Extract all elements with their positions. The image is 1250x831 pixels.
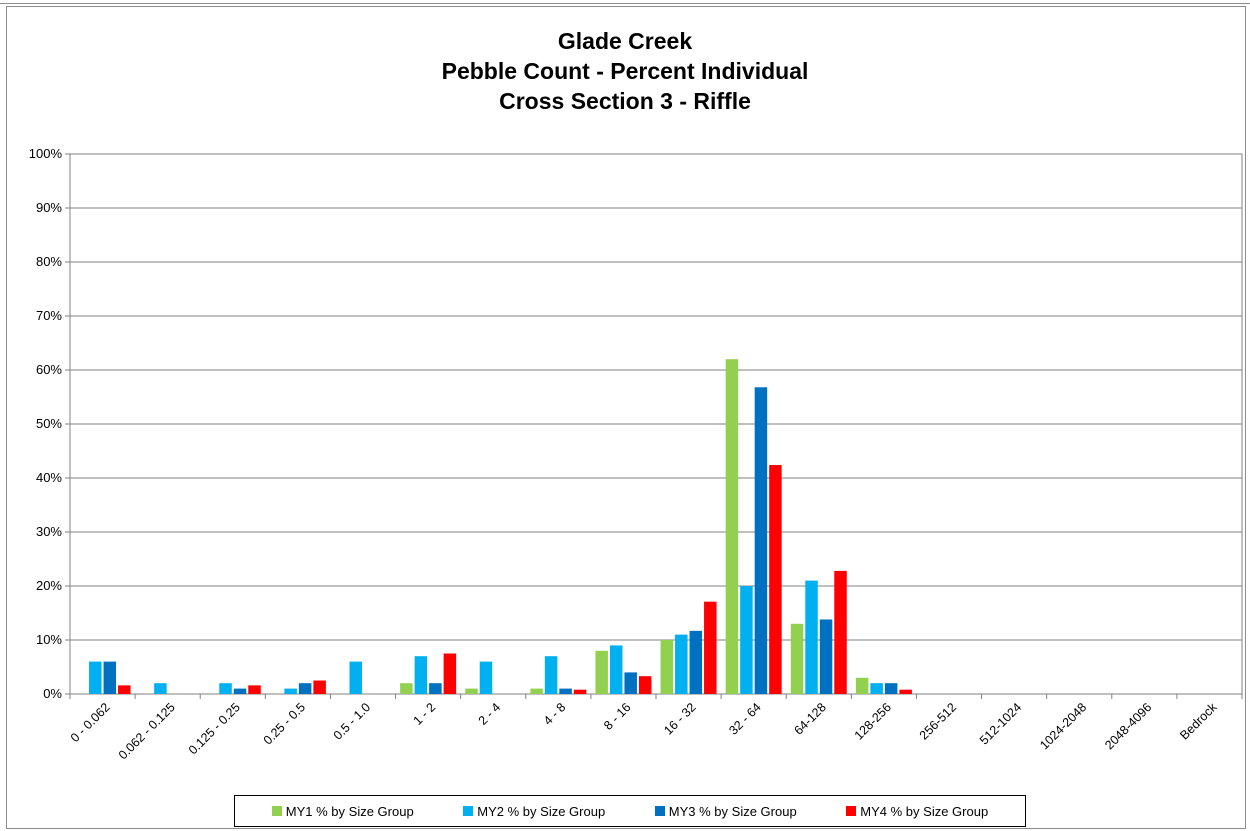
legend-item: MY2 % by Size Group [463, 804, 605, 819]
x-tick-label: 1024-2048 [1037, 700, 1089, 752]
legend-label: MY2 % by Size Group [477, 803, 606, 819]
bar-my1 [790, 623, 804, 694]
bar-my4 [313, 680, 326, 694]
y-tick-label: 60% [36, 362, 62, 377]
y-tick-label: 0% [43, 686, 62, 701]
bar-my1 [530, 688, 543, 694]
bar-my3 [429, 683, 442, 694]
x-tick-label: 32 - 64 [726, 700, 763, 737]
chart-title-line-1: Glade Creek [557, 28, 693, 54]
bar-my2 [544, 656, 558, 694]
legend-swatch [463, 806, 474, 816]
bar-my3 [819, 619, 833, 694]
bar-my3 [103, 661, 117, 694]
chart-title: Glade Creek Pebble Count - Percent Indiv… [0, 26, 1250, 116]
chart-title-line-3: Cross Section 3 - Riffle [499, 88, 751, 114]
bar-my3 [559, 688, 572, 694]
bar-my4 [248, 685, 261, 694]
y-tick-label: 40% [36, 470, 62, 485]
bar-my3 [884, 683, 898, 694]
x-tick-label: 64-128 [791, 700, 828, 737]
bar-my4 [443, 653, 457, 694]
x-tick-label: 0.5 - 1.0 [331, 700, 373, 742]
bar-my3 [298, 683, 312, 694]
bar-my4 [769, 465, 782, 694]
bar-my1 [725, 359, 739, 694]
bar-my4 [899, 689, 912, 694]
y-tick-label: 80% [36, 254, 62, 269]
legend-swatch [846, 806, 857, 816]
x-tick-label: 16 - 32 [661, 700, 698, 737]
bar-my1 [400, 683, 413, 694]
bar-my2 [740, 586, 753, 694]
bar-my3 [233, 688, 247, 694]
y-tick-label: 70% [36, 308, 62, 323]
chart-legend: MY1 % by Size Group MY2 % by Size Group MY… [234, 795, 1026, 827]
y-tick-label: 30% [36, 524, 62, 539]
bar-my3 [754, 387, 768, 694]
bar-my2 [219, 683, 232, 694]
bar-my4 [834, 570, 847, 694]
x-tick-label: 4 - 8 [541, 700, 569, 728]
top-border [0, 0, 1250, 4]
bar-my2 [284, 688, 297, 694]
legend-label: MY4 % by Size Group [860, 803, 989, 819]
bar-my4 [573, 689, 587, 694]
legend-item: MY4 % by Size Group [846, 804, 988, 819]
bar-my2 [349, 661, 362, 694]
x-tick-label: 512-1024 [977, 700, 1024, 747]
x-tick-label: 0.125 - 0.25 [186, 700, 243, 757]
y-tick-label: 10% [36, 632, 62, 647]
bar-my2 [154, 683, 167, 694]
bar-my2 [414, 656, 428, 694]
bar-my3 [624, 672, 637, 694]
bar-my2 [675, 634, 688, 694]
y-tick-label: 100% [29, 146, 63, 161]
x-tick-label: 8 - 16 [601, 700, 634, 733]
y-tick-label: 50% [36, 416, 62, 431]
legend-label: MY3 % by Size Group [668, 803, 797, 819]
bar-my3 [689, 630, 703, 694]
bar-my2 [870, 683, 883, 694]
x-tick-label: 2048-4096 [1102, 700, 1154, 752]
bar-my1 [595, 650, 608, 694]
x-tick-label: 256-512 [917, 700, 959, 742]
bar-my2 [479, 661, 493, 694]
x-tick-label: 0.062 - 0.125 [116, 700, 178, 762]
x-tick-label: 128-256 [852, 700, 894, 742]
chart-title-line-2: Pebble Count - Percent Individual [441, 58, 809, 84]
bar-my2 [609, 645, 623, 694]
x-tick-label: 2 - 4 [476, 700, 504, 728]
bar-my4 [704, 601, 717, 694]
bar-my2 [89, 661, 102, 694]
legend-item: MY1 % by Size Group [271, 803, 414, 819]
legend-swatch [654, 806, 665, 816]
x-tick-label: 0 - 0.062 [68, 700, 113, 745]
bar-my1 [660, 640, 674, 694]
bar-my4 [118, 685, 131, 694]
bar-my1 [465, 688, 478, 694]
bar-my1 [855, 677, 869, 694]
bar-my4 [638, 676, 652, 694]
y-tick-label: 90% [36, 200, 62, 215]
x-tick-label: 0.25 - 0.5 [261, 700, 308, 747]
legend-item: MY3 % by Size Group [654, 803, 797, 819]
x-tick-label: 1 - 2 [411, 700, 439, 728]
legend-label: MY1 % by Size Group [285, 803, 414, 819]
x-tick-label: Bedrock [1177, 700, 1220, 743]
bar-my2 [805, 580, 818, 694]
y-tick-label: 20% [36, 578, 62, 593]
legend-swatch [271, 806, 282, 816]
